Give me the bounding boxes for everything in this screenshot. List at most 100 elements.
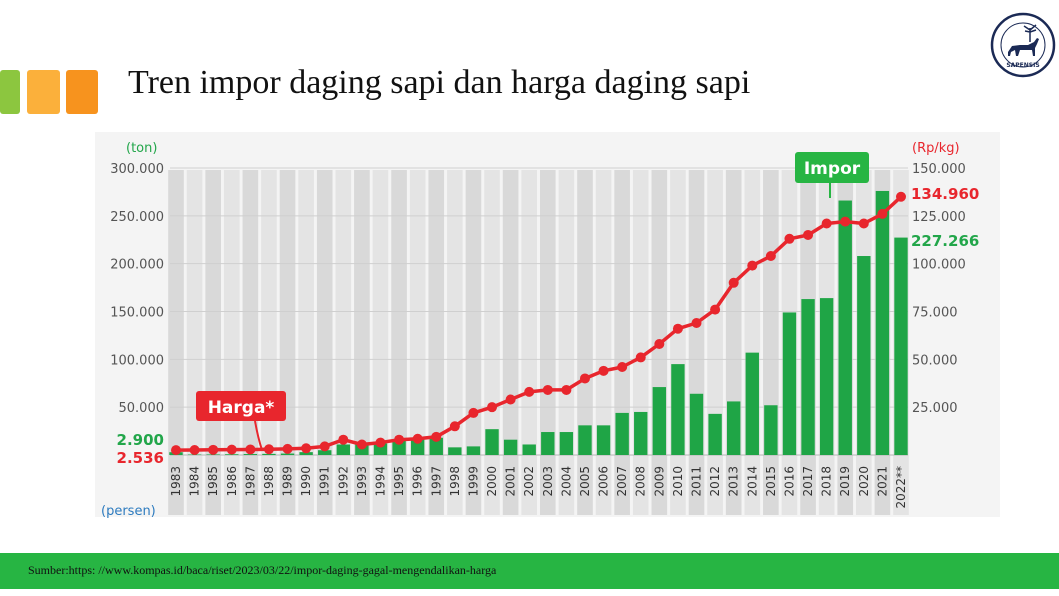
- point-harga-1989: [282, 443, 293, 454]
- bar-impor-2019: [838, 200, 852, 455]
- x-tick-2005: 2005: [578, 466, 592, 497]
- x-tick-1990: 1990: [299, 466, 313, 497]
- logo-text: SAPENSIS: [1006, 62, 1039, 69]
- point-harga-2001: [505, 394, 516, 405]
- y-left-tick: 200.000: [110, 258, 164, 273]
- point-harga-1998: [449, 421, 460, 432]
- first-import-value: 2.900: [117, 431, 164, 449]
- column-stripe: [558, 170, 575, 515]
- point-harga-2017: [803, 229, 814, 240]
- price-line: [175, 195, 903, 452]
- x-tick-1993: 1993: [355, 466, 369, 497]
- x-tick-2016: 2016: [782, 466, 796, 497]
- column-stripe: [428, 170, 445, 515]
- column-stripe: [447, 170, 463, 515]
- bar-impor-2009: [652, 387, 667, 455]
- bar-impor-1991: [318, 450, 332, 455]
- y-left-tick: 150.000: [110, 306, 164, 321]
- column-stripe: [632, 170, 649, 515]
- decor-square-yellow: [27, 70, 60, 114]
- bar-impor-2011: [689, 393, 704, 455]
- x-tick-2009: 2009: [652, 466, 666, 497]
- point-harga-2012: [710, 304, 721, 315]
- column-stripe: [539, 170, 556, 515]
- legend-harga: Harga*: [196, 391, 286, 451]
- column-stripe: [354, 170, 370, 515]
- chart: 300.000 250.000 200.000 150.000 100.000 50.00…: [95, 132, 1000, 519]
- column-stripe: [372, 170, 389, 515]
- bar-impor-1988: [262, 453, 276, 455]
- x-tick-2011: 2011: [690, 466, 704, 497]
- x-tick-2015: 2015: [764, 466, 778, 497]
- column-stripe: [335, 170, 352, 515]
- point-harga-2020: [858, 218, 869, 229]
- x-tick-1994: 1994: [373, 466, 387, 497]
- bar-impor-2008: [634, 411, 648, 455]
- column-stripe: [205, 170, 221, 515]
- x-tick-1995: 1995: [392, 466, 406, 497]
- x-tick-2002: 2002: [522, 466, 536, 497]
- point-harga-2015: [765, 251, 776, 262]
- column-stripe: [763, 170, 779, 515]
- source-citation: Sumber:https: //www.kompas.id/baca/riset…: [28, 563, 497, 577]
- column-stripe: [168, 170, 184, 515]
- y-left-tick: 300.000: [110, 162, 164, 177]
- y-right-tick: 50.000: [912, 353, 958, 368]
- point-harga-2016: [784, 233, 795, 244]
- x-tick-1999: 1999: [466, 466, 480, 497]
- x-tick-2004: 2004: [559, 466, 573, 497]
- point-harga-2005: [579, 373, 590, 384]
- point-harga-1995: [394, 434, 405, 445]
- y-right-tick: 100.000: [912, 258, 966, 273]
- y-left-tick: 250.000: [110, 210, 164, 225]
- bar-impor-2018: [819, 298, 834, 455]
- point-harga-1993: [356, 439, 367, 450]
- column-stripe: [484, 170, 500, 515]
- y-right-axis-label: (Rp/kg): [912, 141, 960, 156]
- point-harga-2004: [561, 384, 572, 395]
- y-left-axis-label: (ton): [126, 141, 157, 156]
- point-harga-2011: [691, 317, 702, 328]
- point-harga-2010: [672, 323, 683, 334]
- point-harga-2013: [728, 277, 739, 288]
- column-stripe: [391, 170, 407, 515]
- point-harga-2000: [487, 402, 498, 413]
- bar-impor-1989: [280, 453, 295, 455]
- bar-impor-2013: [727, 401, 741, 455]
- bar-impor-1997: [429, 437, 443, 455]
- column-stripe: [688, 170, 705, 515]
- x-tick-2008: 2008: [634, 466, 648, 497]
- decor-square-green: [0, 70, 20, 114]
- column-stripe: [670, 170, 686, 515]
- point-harga-2022**: [896, 191, 906, 202]
- x-tick-2003: 2003: [541, 466, 555, 497]
- column-stripe: [577, 170, 593, 515]
- column-stripe: [409, 170, 426, 515]
- bar-impor-2012: [708, 413, 722, 455]
- bar-impor-2014: [745, 352, 759, 455]
- x-tick-1996: 1996: [411, 466, 425, 497]
- bar-impor-2010: [671, 364, 685, 455]
- bar-impor-2004: [559, 432, 574, 455]
- x-tick-1991: 1991: [318, 466, 332, 497]
- legend-impor: Impor: [795, 152, 869, 198]
- bar-impor-2000: [485, 429, 499, 455]
- bar-impor-2022**: [894, 237, 908, 455]
- x-tick-2001: 2001: [504, 466, 518, 497]
- point-harga-1994: [375, 437, 386, 448]
- bar-impor-1994: [373, 443, 388, 455]
- point-harga-1996: [412, 433, 423, 444]
- bar-impor-1999: [466, 446, 481, 455]
- x-tick-1992: 1992: [336, 466, 350, 497]
- x-tick-2013: 2013: [727, 466, 741, 497]
- last-import-value: 227.266: [911, 232, 979, 250]
- column-stripe: [242, 170, 259, 515]
- x-tick-1986: 1986: [225, 466, 239, 497]
- x-tick-2010: 2010: [671, 466, 685, 497]
- last-price-value: 134.960: [911, 185, 979, 203]
- column-stripe: [725, 170, 742, 515]
- x-tick-2018: 2018: [820, 466, 834, 497]
- column-stripe: [614, 170, 630, 515]
- point-harga-1984: [189, 445, 200, 456]
- x-tick-1988: 1988: [262, 466, 276, 497]
